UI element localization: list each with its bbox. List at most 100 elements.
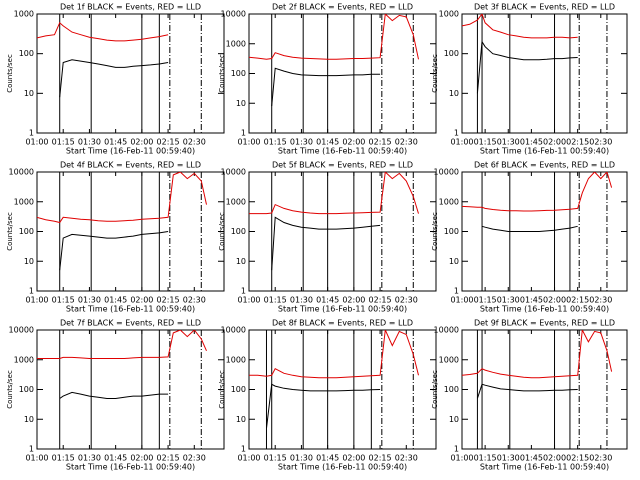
- x-tick-label: 02:15: [157, 454, 180, 463]
- x-tick-label: 02:15: [566, 454, 589, 463]
- series-line: [481, 225, 578, 232]
- y-tick-label: 10: [236, 257, 246, 266]
- x-axis-label: Start Time (16-Feb-11 00:59:40): [480, 463, 609, 472]
- y-tick-label: 1: [454, 129, 459, 138]
- y-tick-label: 100: [19, 227, 34, 236]
- y-tick-label: 1: [29, 287, 34, 296]
- x-axis-label: Start Time (16-Feb-11 00:59:40): [278, 147, 407, 156]
- x-tick-label: 01:30: [290, 296, 313, 305]
- x-tick-label: 01:30: [78, 296, 101, 305]
- x-tick-label: 01:45: [316, 138, 339, 147]
- y-tick-label: 100: [231, 69, 246, 78]
- x-tick-label: 02:15: [566, 138, 589, 147]
- x-tick-label: 02:15: [369, 138, 392, 147]
- y-tick-label: 1000: [439, 10, 459, 19]
- series-line: [271, 67, 381, 107]
- x-tick-label: 02:30: [589, 454, 612, 463]
- panel-title: Det 7f BLACK = Events, RED = LLD: [60, 319, 201, 328]
- y-tick-label: 1000: [14, 10, 34, 19]
- x-tick-label: 01:15: [52, 138, 75, 147]
- x-tick-label: 01:30: [78, 454, 101, 463]
- series-line: [462, 330, 613, 379]
- x-tick-label: 02:30: [395, 454, 418, 463]
- x-axis-label: Start Time (16-Feb-11 00:59:40): [278, 463, 407, 472]
- x-tick-label: 02:30: [589, 138, 612, 147]
- x-tick-label: 01:00: [450, 296, 473, 305]
- x-tick-label: 02:30: [183, 296, 206, 305]
- y-tick-label: 1: [29, 129, 34, 138]
- y-tick-label: 100: [231, 385, 246, 394]
- x-tick-label: 02:00: [543, 296, 566, 305]
- plot-frame: [461, 171, 628, 292]
- x-tick-label: 01:15: [474, 454, 497, 463]
- y-axis-label: Counts/sec: [6, 54, 14, 93]
- y-tick-label: 1: [241, 445, 246, 454]
- x-tick-label: 02:15: [369, 296, 392, 305]
- y-tick-label: 1000: [14, 355, 34, 364]
- x-axis-label: Start Time (16-Feb-11 00:59:40): [480, 305, 609, 314]
- y-axis-label: Counts/sec: [431, 54, 439, 93]
- y-tick-label: 10: [24, 257, 34, 266]
- y-tick-label: 100: [19, 385, 34, 394]
- x-tick-label: 01:30: [497, 454, 520, 463]
- x-tick-label: 02:15: [566, 296, 589, 305]
- x-tick-label: 01:00: [25, 454, 48, 463]
- x-tick-label: 01:45: [104, 296, 127, 305]
- y-tick-label: 1000: [439, 197, 459, 206]
- x-tick-label: 01:45: [520, 296, 543, 305]
- x-axis-label: Start Time (16-Feb-11 00:59:40): [278, 305, 407, 314]
- x-tick-label: 01:30: [497, 138, 520, 147]
- y-axis-label: Counts/sec: [431, 370, 439, 409]
- series-line: [249, 330, 419, 379]
- y-tick-label: 10: [236, 99, 246, 108]
- y-tick-label: 1000: [439, 355, 459, 364]
- y-tick-label: 1: [454, 445, 459, 454]
- y-tick-label: 1: [241, 129, 246, 138]
- x-axis-label: Start Time (16-Feb-11 00:59:40): [66, 463, 195, 472]
- y-tick-label: 10000: [221, 10, 246, 19]
- y-tick-label: 10: [24, 89, 34, 98]
- x-tick-label: 01:45: [316, 454, 339, 463]
- panel: Det 9f BLACK = Events, RED = LLD Start Ti…: [431, 319, 628, 472]
- y-tick-label: 10: [24, 415, 34, 424]
- x-tick-label: 02:15: [369, 454, 392, 463]
- panel: Det 2f BLACK = Events, RED = LLD Start Ti…: [218, 3, 437, 156]
- panel: Det 6f BLACK = Events, RED = LLD Start Ti…: [431, 161, 628, 314]
- y-axis-label: Counts/sec: [218, 54, 226, 93]
- x-tick-label: 01:15: [52, 296, 75, 305]
- x-tick-label: 01:00: [237, 138, 260, 147]
- x-tick-label: 02:00: [543, 454, 566, 463]
- x-tick-label: 01:45: [104, 454, 127, 463]
- y-tick-label: 1000: [226, 39, 246, 48]
- series-line: [249, 14, 419, 60]
- y-tick-label: 100: [444, 49, 459, 58]
- series-line: [462, 172, 613, 212]
- series-line: [59, 391, 169, 399]
- plot-frame: [36, 171, 225, 292]
- x-tick-label: 01:00: [25, 296, 48, 305]
- series-line: [476, 383, 578, 399]
- y-tick-label: 1: [241, 287, 246, 296]
- y-tick-label: 1000: [14, 197, 34, 206]
- x-tick-label: 02:15: [157, 138, 180, 147]
- x-tick-label: 01:15: [474, 138, 497, 147]
- panel: Det 4f BLACK = Events, RED = LLD Start Ti…: [6, 161, 225, 314]
- series-line: [37, 330, 207, 359]
- x-tick-label: 01:45: [520, 138, 543, 147]
- y-tick-label: 10000: [434, 168, 459, 177]
- x-tick-label: 01:30: [290, 138, 313, 147]
- x-tick-label: 01:00: [450, 454, 473, 463]
- plot-frame: [248, 13, 437, 134]
- y-tick-label: 1: [454, 287, 459, 296]
- x-tick-label: 01:45: [316, 296, 339, 305]
- x-tick-label: 02:30: [183, 138, 206, 147]
- panel-title: Det 1f BLACK = Events, RED = LLD: [60, 3, 201, 12]
- panel: Det 3f BLACK = Events, RED = LLD Start Ti…: [431, 3, 628, 156]
- y-tick-label: 10000: [221, 326, 246, 335]
- y-tick-label: 100: [444, 227, 459, 236]
- x-tick-label: 02:00: [342, 138, 365, 147]
- x-tick-label: 01:15: [52, 454, 75, 463]
- panel-title: Det 8f BLACK = Events, RED = LLD: [272, 319, 413, 328]
- x-tick-label: 01:15: [264, 454, 287, 463]
- x-axis-label: Start Time (16-Feb-11 00:59:40): [66, 305, 195, 314]
